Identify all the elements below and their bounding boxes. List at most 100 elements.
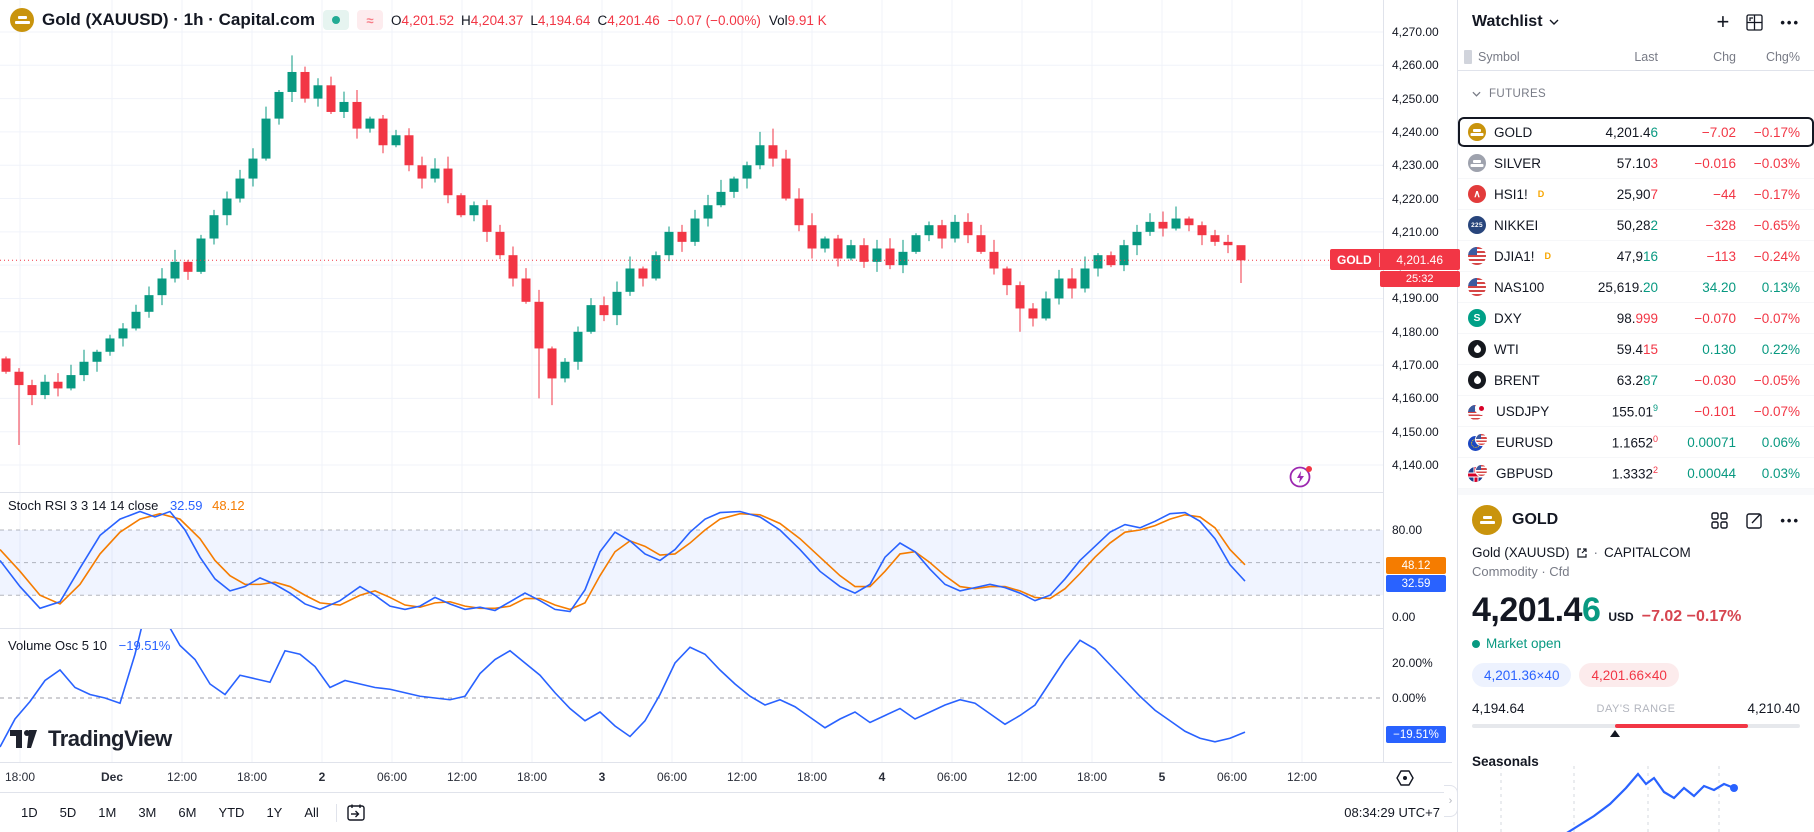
- time-tick: Dec: [100, 770, 124, 784]
- watchlist-title[interactable]: Watchlist: [1472, 13, 1543, 30]
- candle: [690, 218, 700, 242]
- oil-symbol-icon: [1468, 340, 1486, 358]
- chevron-down-icon[interactable]: [1549, 19, 1559, 25]
- watchlist-row-gbpusd[interactable]: GBPUSD 1.33322 0.00044 0.03%: [1458, 458, 1814, 489]
- watchlist-row-gold[interactable]: GOLD 4,201.46 −7.02 −0.17%: [1458, 117, 1814, 148]
- panel-notes-edit-icon[interactable]: [1745, 511, 1764, 530]
- stoch-d-pill: 48.12: [1386, 557, 1446, 574]
- watchlist-header: Watchlist + •••: [1458, 0, 1814, 44]
- symbol-legend: Gold (XAUUSD) · 1h · Capital.com ≈ O4,20…: [10, 8, 827, 32]
- panel-layout-grid-icon[interactable]: [1710, 511, 1729, 530]
- watchlist-row-nikkei[interactable]: 225 NIKKEI 50,282 −328 −0.65%: [1458, 210, 1814, 241]
- time-tick: 18:00: [236, 770, 268, 784]
- range-button-all[interactable]: All: [304, 805, 319, 820]
- watchlist-row-wti[interactable]: WTI 59.415 0.130 0.22%: [1458, 334, 1814, 365]
- column-symbol[interactable]: Symbol: [1478, 50, 1520, 64]
- time-tick: 12:00: [726, 770, 758, 784]
- stoch-label: Stoch RSI 3 3 14 14 close: [8, 498, 159, 513]
- sidebar-collapse-handle[interactable]: ›: [1444, 785, 1458, 817]
- watchlist-column-headers: Symbol Last Chg Chg%: [1458, 44, 1814, 71]
- time-tick: 06:00: [936, 770, 968, 784]
- add-symbol-button[interactable]: +: [1716, 9, 1730, 34]
- range-button-1d[interactable]: 1D: [21, 805, 38, 820]
- range-button-1y[interactable]: 1Y: [266, 805, 283, 820]
- vol-value: 9.91 K: [787, 12, 827, 28]
- axis-settings-gear-icon[interactable]: [1395, 768, 1415, 788]
- panel-symbol-name[interactable]: GOLD: [1512, 511, 1559, 528]
- last-price: 50,282: [1616, 217, 1658, 233]
- watchlist-grid-view-icon[interactable]: [1745, 13, 1764, 32]
- candle: [443, 168, 453, 196]
- last-price: 25,907: [1616, 186, 1658, 202]
- candle: [989, 251, 999, 269]
- candle: [261, 118, 271, 159]
- timezone-clock[interactable]: 08:34:29 UTC+7: [1344, 805, 1440, 820]
- watchlist-row-dxy[interactable]: S DXY 98.999 −0.070 −0.07%: [1458, 303, 1814, 334]
- candle: [235, 178, 245, 199]
- watchlist-more-button[interactable]: •••: [1780, 14, 1800, 30]
- watchlist-row-silver[interactable]: SILVER 57.103 −0.016 −0.03%: [1458, 148, 1814, 179]
- stoch-legend[interactable]: Stoch RSI 3 3 14 14 close 32.59 48.12: [8, 498, 245, 513]
- go-to-date-calendar-icon[interactable]: [345, 802, 367, 824]
- usflag-symbol-icon: [1468, 247, 1486, 265]
- futures-section-header[interactable]: FUTURES: [1458, 71, 1814, 117]
- column-chg[interactable]: Chg: [1713, 50, 1736, 64]
- change-percent: −0.65%: [1753, 217, 1800, 233]
- change-percent: −0.17%: [1753, 124, 1800, 140]
- candle: [352, 101, 362, 129]
- panel-subtitle[interactable]: Gold (XAUUSD): [1472, 545, 1570, 560]
- chart-area[interactable]: Gold (XAUUSD) · 1h · Capital.com ≈ O4,20…: [0, 0, 1460, 832]
- watchlist-row-usdjpy[interactable]: USDJPY 155.019 −0.101 −0.07%: [1458, 396, 1814, 427]
- change-percent: −0.05%: [1753, 372, 1800, 388]
- candle: [911, 235, 921, 252]
- range-button-3m[interactable]: 3M: [138, 805, 157, 820]
- events-flash-icon[interactable]: [1288, 464, 1314, 490]
- price-tick: 4,170.00: [1392, 358, 1439, 373]
- candle: [729, 178, 739, 192]
- vol-osc-value: −19.51%: [118, 638, 171, 653]
- candle: [339, 101, 349, 112]
- range-low: 4,194.64: [1472, 701, 1525, 716]
- tradingview-logo[interactable]: TradingView: [10, 726, 172, 752]
- candlestick-chart[interactable]: [0, 0, 1383, 492]
- column-last[interactable]: Last: [1634, 50, 1658, 64]
- range-button-1m[interactable]: 1M: [98, 805, 117, 820]
- vol-label: Vol: [768, 12, 788, 28]
- column-chgp[interactable]: Chg%: [1765, 50, 1800, 64]
- range-button-6m[interactable]: 6M: [178, 805, 197, 820]
- stoch-rsi-pane[interactable]: [0, 492, 1383, 628]
- symbol-title[interactable]: Gold (XAUUSD) · 1h · Capital.com: [42, 10, 315, 29]
- time-axis[interactable]: 18:00 Dec 12:00 18:00 2 06:00 12:00 18:00 3 06:00…: [0, 762, 1452, 793]
- panel-more-button[interactable]: •••: [1780, 512, 1800, 528]
- candle: [885, 248, 895, 266]
- panel-exchange[interactable]: CAPITALCOM: [1604, 545, 1691, 560]
- range-button-5d[interactable]: 5D: [59, 805, 77, 820]
- symbol-name: USDJPY: [1496, 403, 1550, 419]
- candle: [833, 238, 843, 259]
- change: −328: [1705, 217, 1736, 233]
- candle: [820, 238, 830, 249]
- vol-osc-legend[interactable]: Volume Osc 5 10 −19.51%: [8, 638, 170, 653]
- pane-divider[interactable]: [0, 492, 1452, 493]
- seasonals-title: Seasonals: [1472, 754, 1539, 769]
- pane-divider[interactable]: [0, 628, 1452, 629]
- external-link-icon[interactable]: [1576, 547, 1588, 559]
- range-track: [1472, 724, 1800, 737]
- range-button-ytd[interactable]: YTD: [218, 805, 245, 820]
- price-tick: 4,150.00: [1392, 424, 1439, 439]
- watchlist-row-nas100[interactable]: NAS100 25,619.20 34.20 0.13%: [1458, 272, 1814, 303]
- ohlc-values: O4,201.52 H4,204.37 L4,194.64 C4,201.46: [390, 12, 660, 28]
- watchlist-row-eurusd[interactable]: EURUSD 1.16520 0.00071 0.06%: [1458, 427, 1814, 458]
- candle: [859, 245, 869, 262]
- candle: [508, 255, 518, 279]
- market-status: Market open: [1472, 636, 1800, 651]
- days-range: 4,194.64 DAY'S RANGE 4,210.40: [1472, 701, 1800, 737]
- volume-osc-pane[interactable]: [0, 628, 1383, 762]
- watchlist-row-hsi1![interactable]: ∧ HSI1! D 25,907 −44 −0.17%: [1458, 179, 1814, 210]
- price-axis[interactable]: 4,270.00 4,260.00 4,250.00 4,240.00 4,230.00…: [1383, 0, 1453, 762]
- watchlist-row-brent[interactable]: BRENT 63.287 −0.030 −0.05%: [1458, 365, 1814, 396]
- candle: [937, 225, 947, 239]
- bottom-toolbar: 1D 5D 1M 3M 6M YTD 1Y All 08:34:29 UTC+7: [0, 792, 1452, 832]
- watchlist-row-djia1![interactable]: DJIA1! D 47,916 −113 −0.24%: [1458, 241, 1814, 272]
